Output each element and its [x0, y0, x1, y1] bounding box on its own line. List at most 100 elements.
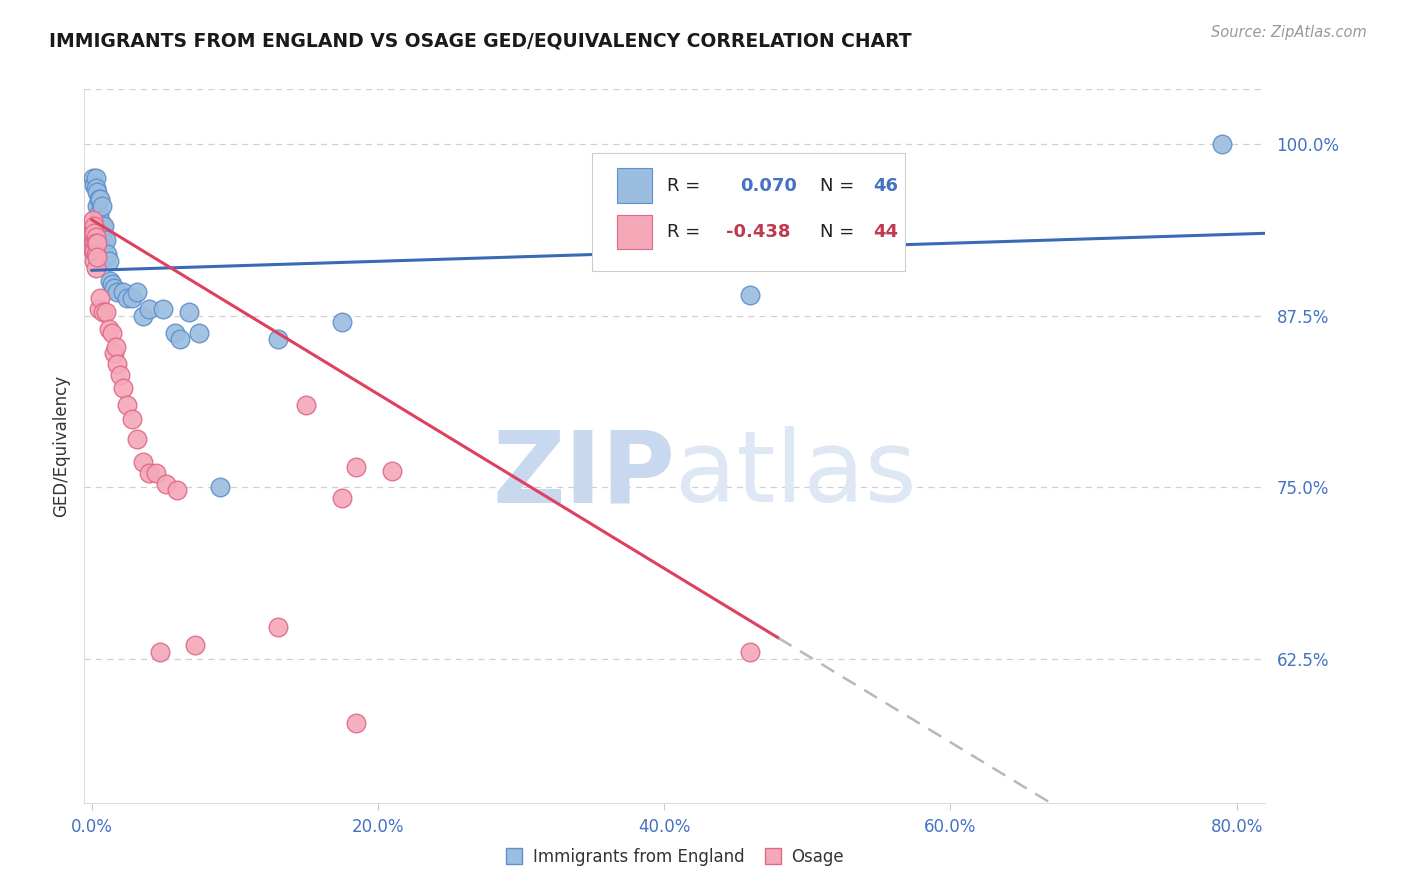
- Y-axis label: GED/Equivalency: GED/Equivalency: [52, 375, 70, 517]
- Text: IMMIGRANTS FROM ENGLAND VS OSAGE GED/EQUIVALENCY CORRELATION CHART: IMMIGRANTS FROM ENGLAND VS OSAGE GED/EQU…: [49, 31, 912, 50]
- Point: [94, 304, 117, 318]
- Point: [104, 340, 127, 354]
- Point: [87, 192, 110, 206]
- Point: [111, 285, 134, 300]
- Point: [145, 467, 167, 481]
- Point: [738, 645, 761, 659]
- Point: [86, 185, 108, 199]
- Point: [86, 235, 108, 250]
- Point: [117, 398, 139, 412]
- Point: [105, 357, 128, 371]
- Point: [94, 250, 117, 264]
- FancyBboxPatch shape: [617, 215, 652, 249]
- Point: [187, 326, 209, 341]
- Point: [90, 233, 112, 247]
- Point: [82, 235, 104, 250]
- Point: [90, 199, 112, 213]
- Point: [83, 219, 105, 234]
- Point: [84, 230, 107, 244]
- Point: [91, 233, 114, 247]
- Point: [91, 250, 114, 264]
- Point: [169, 332, 191, 346]
- Point: [266, 332, 288, 346]
- Point: [89, 291, 111, 305]
- Point: [344, 459, 367, 474]
- Point: [121, 291, 143, 305]
- Text: R =: R =: [666, 223, 706, 241]
- Point: [91, 304, 114, 318]
- Point: [149, 645, 172, 659]
- Point: [97, 322, 120, 336]
- Point: [83, 253, 105, 268]
- Text: N =: N =: [820, 223, 860, 241]
- Point: [93, 219, 115, 234]
- Text: 46: 46: [873, 177, 898, 194]
- Point: [97, 253, 120, 268]
- Text: atlas: atlas: [675, 426, 917, 523]
- Text: R =: R =: [666, 177, 711, 194]
- Point: [82, 171, 104, 186]
- Point: [344, 716, 367, 731]
- Point: [90, 247, 112, 261]
- Point: [166, 483, 188, 497]
- Text: 44: 44: [873, 223, 898, 241]
- Point: [100, 326, 122, 341]
- Point: [87, 212, 110, 227]
- Point: [330, 491, 353, 505]
- Text: ZIP: ZIP: [492, 426, 675, 523]
- Point: [738, 288, 761, 302]
- Legend: Immigrants from England, Osage: Immigrants from England, Osage: [499, 842, 851, 873]
- Text: 0.070: 0.070: [740, 177, 797, 194]
- Point: [103, 345, 125, 359]
- Point: [82, 212, 104, 227]
- Point: [86, 199, 108, 213]
- FancyBboxPatch shape: [592, 153, 905, 271]
- Point: [98, 274, 121, 288]
- Point: [87, 205, 110, 219]
- Point: [266, 620, 288, 634]
- Point: [105, 285, 128, 300]
- Point: [89, 212, 111, 227]
- Point: [82, 230, 104, 244]
- Point: [91, 219, 114, 234]
- Point: [84, 181, 107, 195]
- Point: [83, 235, 105, 250]
- Point: [183, 638, 205, 652]
- Point: [84, 235, 107, 250]
- Text: Source: ZipAtlas.com: Source: ZipAtlas.com: [1211, 25, 1367, 40]
- Point: [83, 227, 105, 241]
- Point: [96, 247, 118, 261]
- Point: [152, 301, 174, 316]
- Point: [155, 477, 177, 491]
- Point: [89, 192, 111, 206]
- Point: [295, 398, 318, 412]
- Point: [209, 480, 232, 494]
- Point: [381, 464, 404, 478]
- Point: [89, 222, 111, 236]
- Point: [84, 260, 107, 275]
- Point: [86, 250, 108, 264]
- Point: [103, 281, 125, 295]
- Point: [100, 277, 122, 291]
- FancyBboxPatch shape: [617, 169, 652, 202]
- Point: [330, 316, 353, 330]
- Point: [163, 326, 186, 341]
- Text: N =: N =: [820, 177, 860, 194]
- Point: [83, 244, 105, 259]
- Point: [121, 411, 143, 425]
- Point: [84, 171, 107, 186]
- Point: [82, 244, 104, 259]
- Point: [108, 368, 131, 382]
- Point: [111, 381, 134, 395]
- Point: [138, 301, 160, 316]
- Point: [117, 291, 139, 305]
- Point: [138, 467, 160, 481]
- Point: [87, 301, 110, 316]
- Point: [84, 247, 107, 261]
- Point: [132, 309, 155, 323]
- Point: [82, 222, 104, 236]
- Text: -0.438: -0.438: [725, 223, 790, 241]
- Point: [83, 178, 105, 193]
- Point: [90, 219, 112, 234]
- Point: [127, 432, 149, 446]
